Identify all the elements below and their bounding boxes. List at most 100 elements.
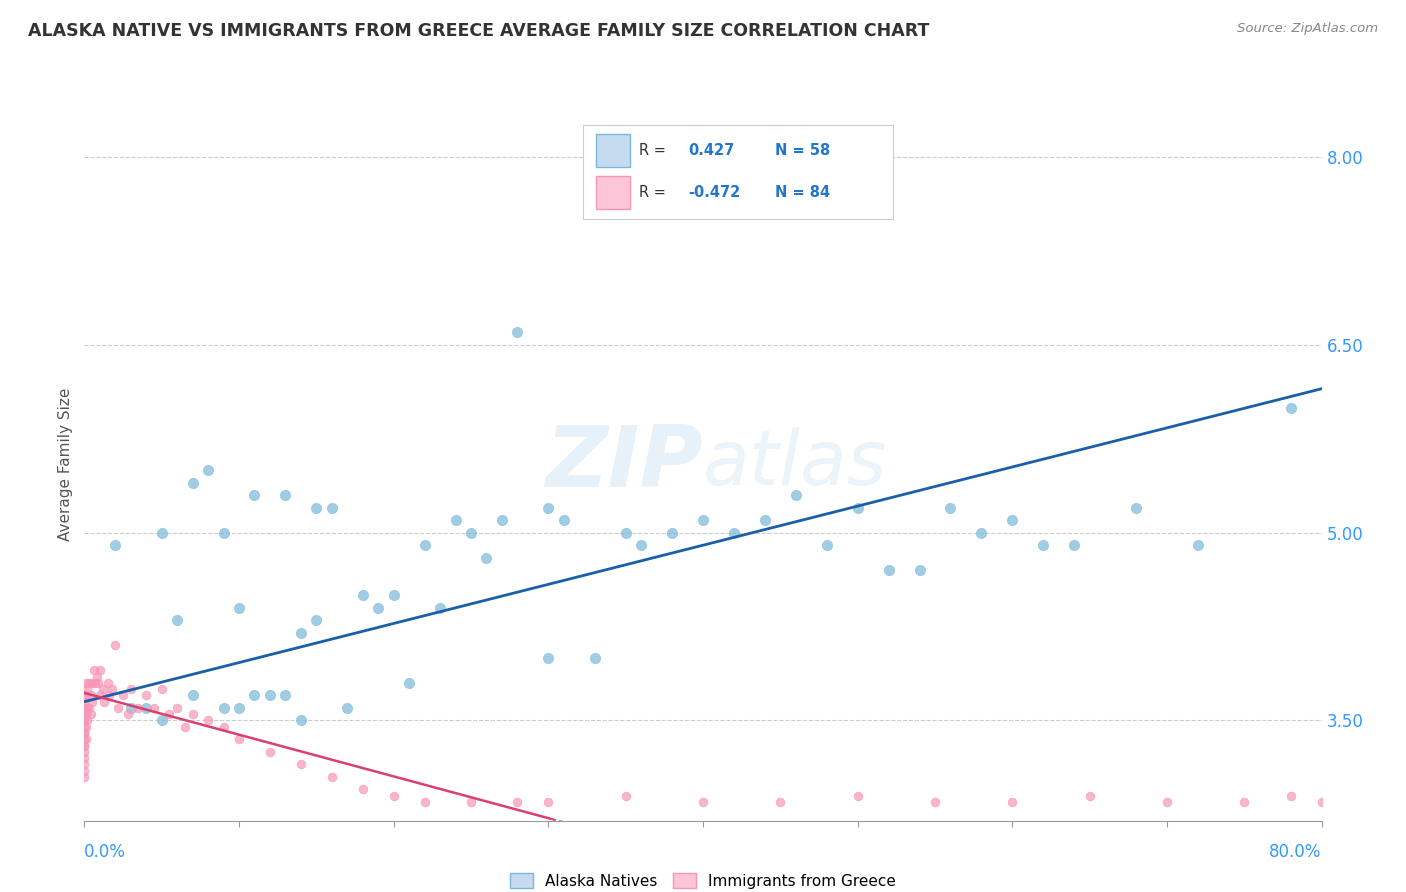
Point	[305, 613, 328, 627]
Point	[75, 701, 97, 715]
Point	[305, 500, 328, 515]
Text: 0.427: 0.427	[689, 143, 735, 158]
Point	[75, 732, 97, 747]
Text: -0.472: -0.472	[689, 186, 741, 201]
Point	[692, 513, 714, 527]
Point	[89, 689, 111, 703]
Point	[84, 676, 107, 690]
Point	[243, 488, 266, 502]
Point	[228, 732, 250, 747]
Point	[475, 550, 498, 565]
Point	[491, 513, 513, 527]
Point	[150, 525, 173, 540]
Point	[76, 714, 98, 728]
Point	[73, 732, 96, 747]
Text: ZIP: ZIP	[546, 422, 703, 506]
Point	[83, 664, 105, 678]
Point	[321, 500, 343, 515]
Point	[150, 682, 173, 697]
Point	[77, 701, 100, 715]
Point	[1001, 513, 1024, 527]
Point	[444, 513, 467, 527]
Point	[104, 538, 127, 552]
Point	[212, 701, 235, 715]
Point	[181, 707, 204, 722]
Bar	[596, 134, 630, 167]
Point	[75, 707, 97, 722]
Point	[243, 689, 266, 703]
Point	[93, 695, 115, 709]
Point	[120, 682, 142, 697]
Point	[73, 695, 96, 709]
Point	[846, 789, 869, 803]
Point	[86, 670, 108, 684]
Point	[460, 525, 482, 540]
Point	[398, 676, 420, 690]
Point	[174, 720, 197, 734]
Point	[166, 701, 188, 715]
Point	[73, 770, 96, 784]
Point	[1233, 795, 1256, 809]
Text: ALASKA NATIVE VS IMMIGRANTS FROM GREECE AVERAGE FAMILY SIZE CORRELATION CHART: ALASKA NATIVE VS IMMIGRANTS FROM GREECE …	[28, 22, 929, 40]
Point	[290, 757, 312, 772]
Point	[537, 500, 560, 515]
Point	[1372, 789, 1395, 803]
Point	[73, 726, 96, 740]
Point	[73, 757, 96, 772]
Text: R =: R =	[640, 186, 666, 201]
Point	[939, 500, 962, 515]
Point	[73, 707, 96, 722]
Point	[127, 701, 149, 715]
Point	[692, 795, 714, 809]
Point	[537, 795, 560, 809]
Text: 80.0%: 80.0%	[1270, 843, 1322, 861]
Point	[382, 588, 405, 602]
Point	[460, 795, 482, 809]
Point	[553, 513, 575, 527]
Point	[1279, 789, 1302, 803]
Point	[908, 563, 931, 577]
Point	[614, 789, 637, 803]
Point	[661, 525, 683, 540]
Point	[815, 538, 838, 552]
Point	[228, 600, 250, 615]
Point	[290, 625, 312, 640]
Point	[98, 689, 121, 703]
Point	[150, 714, 173, 728]
Point	[73, 751, 96, 765]
Point	[75, 676, 97, 690]
Point	[274, 689, 297, 703]
Point	[73, 745, 96, 759]
Point	[321, 770, 343, 784]
Text: N = 58: N = 58	[775, 143, 831, 158]
Point	[413, 795, 436, 809]
Point	[79, 689, 101, 703]
Point	[259, 745, 281, 759]
Point	[73, 764, 96, 778]
Point	[82, 676, 104, 690]
Point	[76, 701, 98, 715]
Y-axis label: Average Family Size: Average Family Size	[58, 387, 73, 541]
Point	[1156, 795, 1178, 809]
Point	[352, 588, 374, 602]
Point	[614, 525, 637, 540]
Point	[630, 538, 652, 552]
Point	[1403, 795, 1406, 809]
Point	[73, 720, 96, 734]
Point	[73, 689, 96, 703]
Point	[228, 701, 250, 715]
Point	[166, 613, 188, 627]
Point	[754, 513, 776, 527]
Point	[76, 682, 98, 697]
Point	[135, 701, 157, 715]
Point	[429, 600, 451, 615]
Point	[769, 795, 792, 809]
Text: Source: ZipAtlas.com: Source: ZipAtlas.com	[1237, 22, 1378, 36]
Point	[159, 707, 180, 722]
Point	[1032, 538, 1054, 552]
Point	[73, 714, 96, 728]
Point	[1279, 401, 1302, 415]
Point	[1187, 538, 1209, 552]
Point	[212, 720, 235, 734]
Text: atlas: atlas	[703, 427, 887, 500]
